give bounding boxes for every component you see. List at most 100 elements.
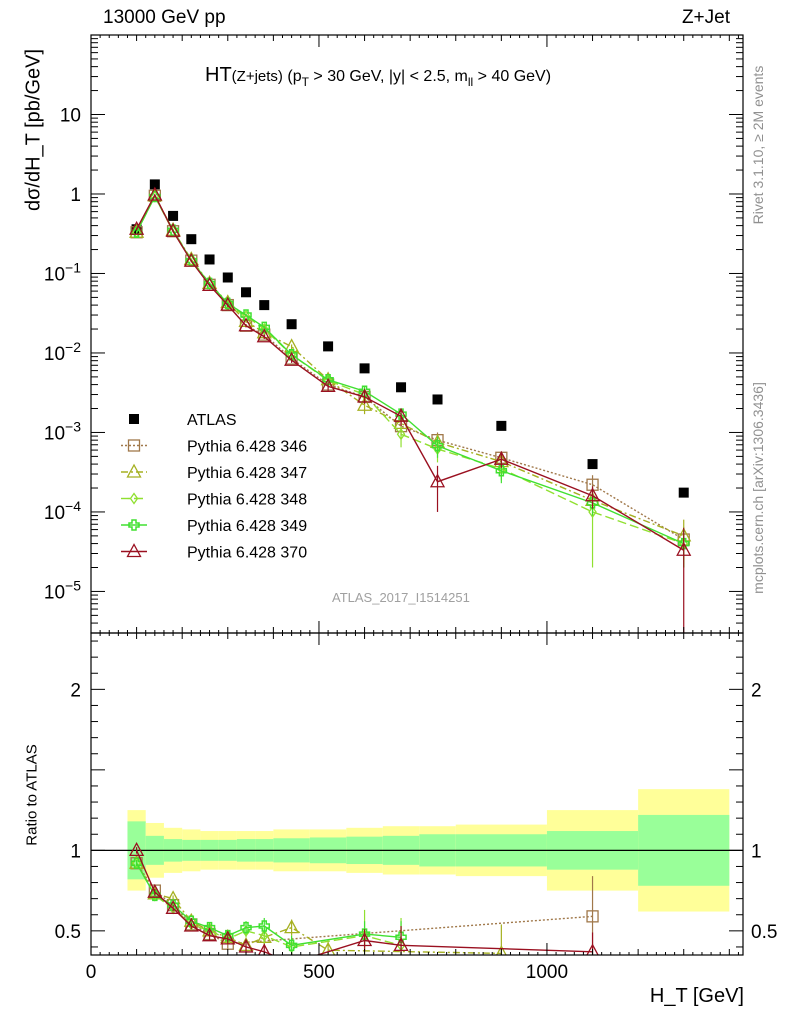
data-point-marker <box>129 492 139 505</box>
data-point-marker <box>586 910 599 923</box>
data-point-marker <box>222 929 234 942</box>
legend-label: Pythia 6.428 348 <box>187 492 307 509</box>
legend-entry: ATLAS <box>129 412 237 429</box>
data-point-marker <box>257 943 271 955</box>
data-point-marker <box>358 928 371 940</box>
legend-label: Pythia 6.428 347 <box>187 465 307 482</box>
series-pythia-6-428-347 <box>129 187 692 568</box>
data-point-marker <box>432 394 443 405</box>
ratio-y-tick-label-right: 1 <box>751 841 762 862</box>
data-point-marker <box>129 841 145 856</box>
data-point-marker <box>165 222 181 237</box>
data-point-marker <box>149 190 161 203</box>
data-point-marker <box>165 899 181 914</box>
ratio-uncertainty-bands <box>91 789 743 912</box>
data-point-marker <box>493 450 509 465</box>
data-point-marker <box>678 487 689 498</box>
data-point-marker <box>129 414 139 424</box>
y-tick-label: 10−4 <box>44 498 81 524</box>
data-point-marker <box>393 407 409 422</box>
ratio-y-tick-label-right: 0.5 <box>751 922 777 943</box>
legend-label: Pythia 6.428 370 <box>187 545 307 562</box>
data-point-marker <box>359 363 370 374</box>
data-point-marker <box>431 440 444 452</box>
data-point-marker <box>284 919 300 934</box>
data-point-marker <box>588 505 597 519</box>
chart-title-main: HT <box>205 64 232 86</box>
legend-entry: Pythia 6.428 346 <box>121 439 307 456</box>
data-point-marker <box>130 857 143 869</box>
data-point-marker <box>127 439 141 452</box>
y-tick-label: 10−2 <box>44 339 81 365</box>
data-point-marker <box>285 348 298 361</box>
legend-entry: Pythia 6.428 349 <box>121 518 307 535</box>
data-point-marker <box>285 939 298 952</box>
x-axis-label: H_T [GeV] <box>649 985 744 1007</box>
chart-title-cuts-a-sub: T <box>301 75 309 89</box>
data-point-marker <box>322 374 334 386</box>
rivet-version-label: Rivet 3.1.10, ≥ 2M events <box>750 65 766 225</box>
data-point-marker <box>128 519 140 531</box>
chart-title-cuts-b-sub: ll <box>467 75 474 89</box>
x-tick-label: 1000 <box>526 962 568 983</box>
series-pythia-6-428-348 <box>132 190 689 568</box>
data-point-marker <box>284 338 300 353</box>
data-point-marker <box>291 954 292 955</box>
y-tick-label: 10−3 <box>44 418 81 444</box>
mcplots-label: mcplots.cern.ch [arXiv:1306.3436] <box>750 382 766 594</box>
data-point-marker <box>258 920 271 932</box>
series-pythia-6-428-349 <box>130 190 690 568</box>
data-point-marker <box>259 300 270 311</box>
lower-y-axis-label: Ratio to ATLAS <box>23 744 41 846</box>
data-point-marker <box>584 487 601 502</box>
data-point-marker <box>586 943 599 955</box>
data-point-marker <box>323 341 334 352</box>
data-point-marker <box>495 464 508 477</box>
legend-label: Pythia 6.428 349 <box>187 518 307 535</box>
data-point-marker <box>286 319 297 330</box>
data-point-marker <box>238 317 254 332</box>
chart-title: HT(Z+jets) (pT > 30 GeV, |y| < 2.5, mll … <box>205 64 551 89</box>
data-point-marker <box>238 938 254 953</box>
data-point-marker <box>259 929 269 942</box>
legend-entry: Pythia 6.428 347 <box>121 463 307 482</box>
analysis-id-label: ATLAS_2017_I1514251 <box>332 590 470 605</box>
data-point-marker <box>356 396 373 411</box>
data-point-marker <box>186 234 197 245</box>
data-point-marker <box>587 459 598 470</box>
series-line <box>135 193 685 551</box>
header-right-label: Z+Jet <box>681 7 730 28</box>
y-tick-label: 1 <box>70 185 81 206</box>
data-point-marker <box>147 186 163 201</box>
chart-title-cuts-b: > 30 GeV, |y| < 2.5, m <box>308 68 468 85</box>
data-point-marker <box>495 945 507 955</box>
data-point-marker <box>320 941 336 955</box>
data-point-marker <box>126 543 142 558</box>
chart-title-sub: (Z+jets) <box>231 68 283 85</box>
data-point-marker <box>168 210 179 221</box>
ratio-series-pythia-6-428-370 <box>129 841 599 955</box>
axis-ticks: 0 500 1000 10−5 10−4 10−3 10−2 10−1 1 10 0.5 0.5 1 1 2… <box>44 34 777 983</box>
data-point-marker <box>183 252 199 267</box>
data-point-marker <box>220 930 236 945</box>
legend-entry: Pythia 6.428 348 <box>121 492 307 509</box>
chart-title-cuts-a: (p <box>282 68 302 85</box>
upper-panel-frame <box>90 34 744 634</box>
series-pythia-6-428-370 <box>129 186 692 633</box>
data-point-marker <box>204 254 215 265</box>
data-point-marker <box>496 420 507 431</box>
data-series-layer <box>129 179 692 955</box>
data-point-marker <box>222 272 233 283</box>
data-point-marker <box>241 310 251 323</box>
data-point-marker <box>356 932 373 947</box>
series-line <box>135 194 685 541</box>
data-point-marker <box>358 385 371 397</box>
data-point-marker <box>393 936 409 951</box>
axis-frames <box>90 34 744 956</box>
ratio-y-tick-label: 0.5 <box>55 922 81 943</box>
x-tick-label: 0 <box>86 962 97 983</box>
upper-panel-series <box>129 179 692 633</box>
data-point-marker <box>396 382 407 393</box>
x-tick-label: 500 <box>303 962 335 983</box>
data-point-marker <box>126 463 142 478</box>
